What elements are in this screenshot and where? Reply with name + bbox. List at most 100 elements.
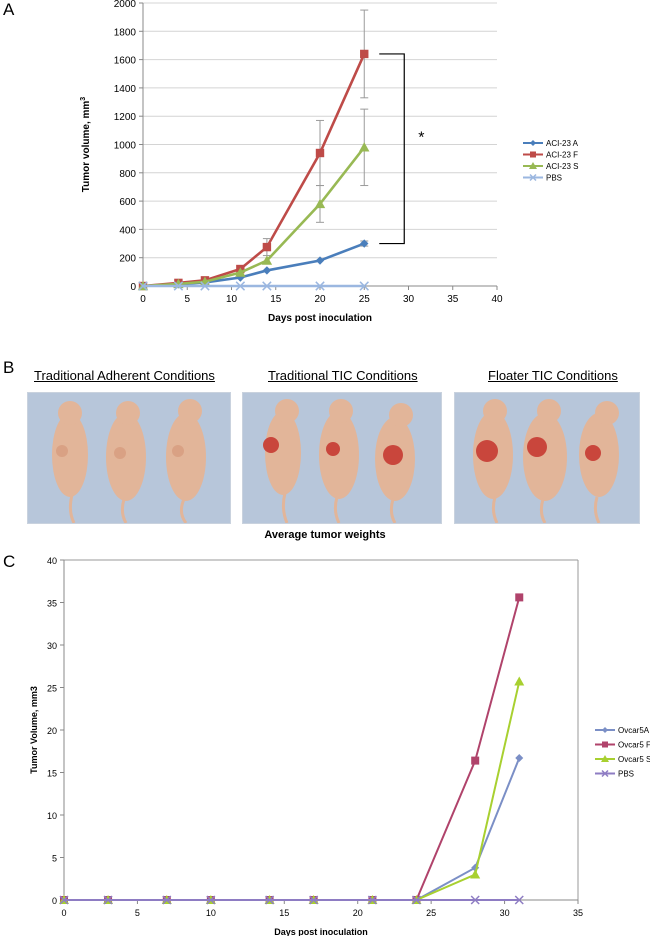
x-tick-label: 10: [226, 294, 238, 305]
data-point-pbs: [173, 281, 184, 291]
legend-label-aci-23-a: ACI-23 A: [546, 139, 579, 148]
legend-marker-aci-23-f: [530, 151, 536, 158]
y-tick-label: 0: [130, 282, 136, 293]
data-point-aci-23-s: [359, 142, 370, 152]
legend-marker-ovcar5a: [602, 727, 608, 733]
x-tick-label: 30: [500, 908, 510, 918]
x-tick-label: 15: [270, 294, 282, 305]
y-tick-label: 2000: [114, 0, 137, 10]
y-tick-label: 1600: [114, 56, 137, 67]
x-tick-label: 5: [184, 294, 190, 305]
y-tick-label: 600: [119, 197, 136, 208]
y-tick-label: 20: [47, 726, 57, 736]
condition-label-tic: Traditional TIC Conditions: [268, 368, 418, 383]
data-point-pbs: [138, 281, 148, 291]
panel-a-letter: A: [3, 0, 15, 19]
y-tick-label: 800: [119, 169, 136, 180]
legend-label-aci-23-s: ACI-23 S: [546, 162, 578, 171]
y-tick-label: 40: [47, 556, 57, 566]
x-tick-label: 40: [491, 294, 503, 305]
y-tick-label: 1200: [114, 112, 137, 123]
chart-a-tumor-volume: 0 200 400 600 800 1000 1200 1400 1600 1800 2000 0 5 1…: [80, 0, 579, 324]
data-point-pbs-stroke: [411, 895, 421, 905]
legend-marker-aci-23-s: [529, 162, 537, 169]
data-point-aci-23-s: [314, 198, 326, 209]
y-axis-title-superscript: 3: [80, 97, 87, 101]
mouse-photo-floater: [454, 392, 640, 524]
legend-label-aci-23-f: ACI-23 F: [546, 151, 578, 160]
legend-marker-pbs-stroke: [529, 173, 537, 182]
data-point-pbs-stroke: [315, 281, 325, 291]
y-tick-label: 400: [119, 225, 136, 236]
y-tick-label: 1000: [114, 141, 137, 152]
data-point-pbs: [514, 895, 524, 905]
x-axis-title: Days post inoculation: [274, 927, 368, 936]
legend-marker-ovcar5-s: [601, 755, 609, 762]
x-tick-label: 20: [314, 294, 326, 305]
data-point-ovcar5-f: [515, 593, 524, 602]
data-point-pbs-stroke: [138, 281, 148, 291]
data-point-pbs: [367, 895, 377, 905]
data-point-pbs: [265, 895, 275, 905]
x-tick-label: 35: [447, 294, 459, 305]
data-point-pbs-stroke: [367, 895, 377, 905]
x-tick-label: 15: [279, 908, 289, 918]
data-point-aci-23-a: [315, 256, 325, 265]
legend-marker-ovcar5-f: [602, 741, 608, 748]
x-tick-label: 5: [135, 908, 140, 918]
legend-marker-aci-23-a: [530, 140, 536, 146]
data-point-pbs-stroke: [162, 895, 172, 905]
data-point-aci-23-f: [315, 148, 325, 158]
data-point-aci-23-a: [262, 266, 272, 275]
data-point-pbs-stroke: [265, 895, 275, 905]
legend-label-pbs: PBS: [618, 770, 634, 779]
y-axis-title: Tumor Volume, mm3: [29, 686, 39, 774]
y-axis-title: Tumor volume, mm3: [80, 97, 92, 193]
series-line-ovcar5-s: [64, 681, 521, 901]
data-point-pbs: [359, 281, 369, 291]
data-point-pbs-stroke: [235, 281, 246, 291]
data-point-pbs-stroke: [359, 281, 369, 291]
y-tick-label: 35: [47, 599, 57, 609]
data-point-pbs: [315, 281, 325, 291]
y-tick-label: 10: [47, 811, 57, 821]
x-tick-label: 35: [573, 908, 583, 918]
series-line-aci-23-f: [142, 53, 366, 288]
data-point-pbs-stroke: [262, 281, 272, 291]
significance-bracket: [379, 53, 405, 245]
data-point-pbs: [411, 895, 421, 905]
data-point-pbs: [103, 895, 113, 905]
data-point-pbs-stroke: [470, 895, 480, 905]
data-point-ovcar5a: [515, 754, 524, 763]
x-tick-label: 30: [403, 294, 415, 305]
x-tick-label: 0: [140, 294, 146, 305]
y-tick-label: 25: [47, 684, 57, 694]
y-tick-label: 15: [47, 769, 57, 779]
data-point-pbs: [470, 895, 480, 905]
data-point-aci-23-s: [235, 267, 246, 277]
data-point-pbs-stroke: [173, 281, 184, 291]
x-tick-label: 20: [353, 908, 363, 918]
data-point-aci-23-a: [360, 239, 369, 248]
legend-label-ovcar5-s: Ovcar5 S: [618, 755, 650, 764]
legend-marker-pbs-stroke: [601, 769, 609, 778]
x-tick-label: 25: [359, 294, 371, 305]
y-tick-label: 30: [47, 641, 57, 651]
data-point-pbs: [235, 281, 246, 291]
legend-marker-pbs: [529, 173, 537, 182]
average-tumor-weights-caption: Average tumor weights: [264, 529, 386, 541]
series-line-ovcar5-f: [64, 597, 521, 901]
mouse-photo-adherent: [27, 392, 231, 524]
significance-asterisk: *: [418, 130, 424, 147]
data-point-ovcar5-f: [471, 756, 480, 765]
panel-b-letter: B: [3, 358, 15, 377]
legend-label-ovcar5-f: Ovcar5 F: [618, 741, 650, 750]
data-point-aci-23-s: [261, 255, 273, 265]
data-point-pbs-stroke: [514, 895, 524, 905]
data-point-aci-23-f: [262, 242, 272, 252]
condition-label-floater: Floater TIC Conditions: [488, 368, 618, 383]
data-point-pbs-stroke: [103, 895, 113, 905]
data-point-pbs-stroke: [309, 895, 319, 905]
panel-c-letter: C: [3, 552, 16, 571]
x-tick-label: 0: [61, 908, 66, 918]
